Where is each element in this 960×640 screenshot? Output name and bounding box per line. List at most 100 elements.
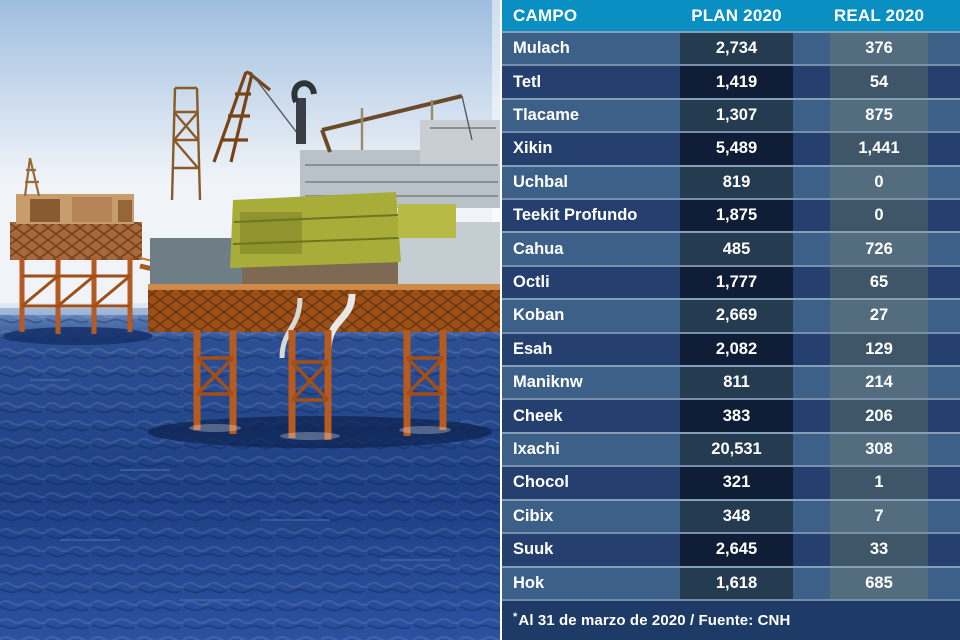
table-row: Octli 1,777 65 — [502, 264, 960, 299]
cell-gap — [793, 66, 830, 97]
plan-value-cell: 2,082 — [680, 333, 793, 366]
field-name-cell: Hok — [513, 573, 545, 592]
table-row: Suuk 2,645 33 — [502, 532, 960, 566]
table-row: Tlacame 1,307 875 — [502, 97, 960, 132]
real-value-cell: 875 — [830, 99, 928, 132]
real-value-cell: 685 — [830, 567, 928, 599]
table-row: Cheek 383 206 — [502, 398, 960, 432]
plan-value-cell: 811 — [680, 367, 793, 399]
cell-gap — [793, 568, 830, 599]
cell-end — [928, 267, 960, 298]
field-name-cell: Cahua — [513, 239, 564, 258]
table-row: Esah 2,082 129 — [502, 331, 960, 366]
cell-gap — [793, 167, 830, 198]
plan-value-cell: 1,875 — [680, 200, 793, 232]
field-name-cell: Cibix — [513, 506, 554, 525]
cell-end — [928, 334, 960, 365]
table-row: Cibix 348 7 — [502, 498, 960, 533]
field-name-cell: Teekit Profundo — [513, 206, 638, 225]
table-row: Ixachi 20,531 308 — [502, 431, 960, 466]
table-row: Maniknw 811 214 — [502, 365, 960, 399]
table-body: Mulach 2,734 376 Tetl 1,419 54 Tlacame 1,307 875… — [502, 31, 960, 599]
oil-platform-photo — [0, 0, 500, 640]
footnote-asterisk: * — [513, 610, 518, 623]
plan-value-cell: 1,777 — [680, 266, 793, 299]
table-row: Chocol 321 1 — [502, 465, 960, 499]
cell-end — [928, 300, 960, 331]
column-header-campo: CAMPO — [513, 5, 578, 25]
column-header-plan-2020: PLAN 2020 — [691, 5, 782, 25]
plan-value-cell: 348 — [680, 500, 793, 533]
field-name-cell: Chocol — [513, 473, 569, 492]
real-value-cell: 0 — [830, 200, 928, 232]
cell-end — [928, 100, 960, 131]
plan-value-cell: 2,645 — [680, 534, 793, 566]
cell-gap — [793, 200, 830, 231]
cell-end — [928, 66, 960, 97]
cell-end — [928, 534, 960, 565]
plan-value-cell: 20,531 — [680, 433, 793, 466]
plan-value-cell: 1,307 — [680, 99, 793, 132]
field-name-cell: Suuk — [513, 540, 554, 559]
real-value-cell: 0 — [830, 166, 928, 199]
real-value-cell: 726 — [830, 233, 928, 265]
cell-end — [928, 568, 960, 599]
footnote-text: Al 31 de marzo de 2020 / Fuente: CNH — [518, 612, 791, 629]
cell-gap — [793, 334, 830, 365]
real-value-cell: 27 — [830, 300, 928, 332]
cell-gap — [793, 33, 830, 64]
field-name-cell: Mulach — [513, 39, 570, 58]
field-name-cell: Koban — [513, 306, 565, 325]
cell-end — [928, 200, 960, 231]
cell-end — [928, 233, 960, 264]
cell-gap — [793, 501, 830, 532]
field-name-cell: Ixachi — [513, 440, 560, 459]
table-row: Cahua 485 726 — [502, 231, 960, 265]
cell-gap — [793, 233, 830, 264]
cell-end — [928, 33, 960, 64]
real-value-cell: 1 — [830, 467, 928, 499]
plan-value-cell: 1,419 — [680, 66, 793, 98]
plan-value-cell: 819 — [680, 166, 793, 199]
cell-end — [928, 467, 960, 498]
plan-value-cell: 485 — [680, 233, 793, 265]
production-table-panel: CAMPO PLAN 2020 REAL 2020 Mulach 2,734 376… — [502, 0, 960, 640]
real-value-cell: 129 — [830, 333, 928, 366]
real-value-cell: 308 — [830, 433, 928, 466]
cell-end — [928, 133, 960, 164]
column-header-real-2020: REAL 2020 — [833, 5, 925, 25]
cell-gap — [793, 367, 830, 398]
table-row: Hok 1,618 685 — [502, 565, 960, 599]
real-value-cell: 65 — [830, 266, 928, 299]
cell-end — [928, 501, 960, 532]
plan-value-cell: 1,618 — [680, 567, 793, 599]
plan-value-cell: 2,734 — [680, 33, 793, 65]
field-name-cell: Tlacame — [513, 106, 580, 125]
plan-value-cell: 5,489 — [680, 133, 793, 165]
field-name-cell: Maniknw — [513, 373, 583, 392]
real-value-cell: 7 — [830, 500, 928, 533]
real-value-cell: 206 — [830, 400, 928, 432]
table-row: Teekit Profundo 1,875 0 — [502, 198, 960, 232]
cell-gap — [793, 400, 830, 431]
cell-end — [928, 400, 960, 431]
table-row: Koban 2,669 27 — [502, 298, 960, 332]
plan-value-cell: 321 — [680, 467, 793, 499]
field-name-cell: Octli — [513, 273, 550, 292]
real-value-cell: 214 — [830, 367, 928, 399]
real-value-cell: 54 — [830, 66, 928, 98]
field-name-cell: Esah — [513, 339, 553, 358]
table-row: Tetl 1,419 54 — [502, 64, 960, 98]
cell-end — [928, 167, 960, 198]
table-footnote: * Al 31 de marzo de 2020 / Fuente: CNH — [502, 599, 960, 640]
field-name-cell: Tetl — [513, 72, 542, 91]
cell-end — [928, 367, 960, 398]
cell-gap — [793, 434, 830, 465]
real-value-cell: 1,441 — [830, 133, 928, 165]
field-name-cell: Xikin — [513, 139, 553, 158]
cell-gap — [793, 133, 830, 164]
plan-value-cell: 383 — [680, 400, 793, 432]
table-row: Uchbal 819 0 — [502, 164, 960, 199]
cell-end — [928, 434, 960, 465]
